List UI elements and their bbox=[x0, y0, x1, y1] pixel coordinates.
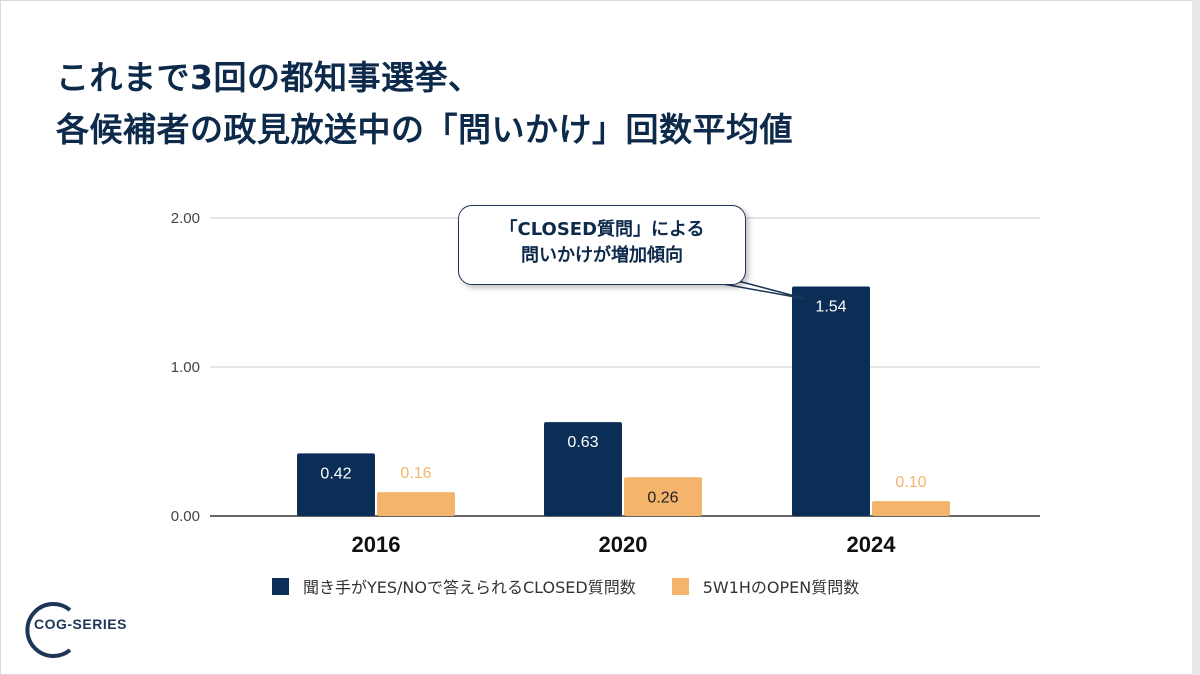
logo-text: COG-SERIES bbox=[34, 616, 127, 632]
slide-title: これまで3回の都知事選挙、 各候補者の政見放送中の「問いかけ」回数平均値 bbox=[56, 52, 793, 156]
data-label: 0.26 bbox=[647, 489, 678, 506]
callout-text-line-1: 「CLOSED質問」による bbox=[499, 219, 705, 240]
slide-edge-strip bbox=[1192, 0, 1200, 675]
cog-series-logo bbox=[25, 602, 72, 658]
callout-box: 「CLOSED質問」による 問いかけが増加傾向 bbox=[458, 205, 746, 285]
y-tick-label: 0.00 bbox=[171, 508, 200, 525]
legend-label-open: 5W1HのOPEN質問数 bbox=[702, 578, 860, 597]
legend-swatch-closed bbox=[272, 577, 289, 595]
data-label: 0.10 bbox=[895, 474, 926, 491]
logo-ring-icon bbox=[25, 602, 72, 658]
title-line-1: これまで3回の都知事選挙、 bbox=[56, 58, 482, 97]
chart-legend: 聞き手がYES/NOで答えられるCLOSED質問数 5W1HのOPEN質問数 bbox=[272, 574, 895, 598]
legend-swatch-open bbox=[671, 577, 689, 595]
legend-item-closed: 聞き手がYES/NOで答えられるCLOSED質問数 bbox=[272, 574, 636, 598]
data-label: 0.63 bbox=[567, 434, 598, 451]
data-label: 0.42 bbox=[320, 465, 351, 482]
open-question-bar bbox=[377, 492, 455, 516]
callout-text-line-2: 問いかけが増加傾向 bbox=[521, 245, 683, 266]
title-line-2: 各候補者の政見放送中の「問いかけ」回数平均値 bbox=[56, 110, 793, 149]
closed-question-bar bbox=[297, 453, 375, 516]
closed-question-bar bbox=[544, 422, 622, 516]
open-question-bar bbox=[624, 477, 702, 516]
x-category-label: 2016 bbox=[352, 532, 401, 557]
data-label: 0.16 bbox=[400, 465, 431, 482]
closed-question-bar bbox=[792, 286, 870, 516]
legend-label-closed: 聞き手がYES/NOで答えられるCLOSED質問数 bbox=[303, 578, 636, 597]
x-category-label: 2020 bbox=[599, 532, 648, 557]
open-question-bar bbox=[872, 501, 950, 516]
x-category-label: 2024 bbox=[847, 532, 897, 557]
data-label: 1.54 bbox=[815, 299, 846, 316]
y-tick-label: 1.00 bbox=[171, 359, 200, 376]
y-tick-label: 2.00 bbox=[171, 210, 200, 227]
legend-item-open: 5W1HのOPEN質問数 bbox=[671, 574, 860, 598]
